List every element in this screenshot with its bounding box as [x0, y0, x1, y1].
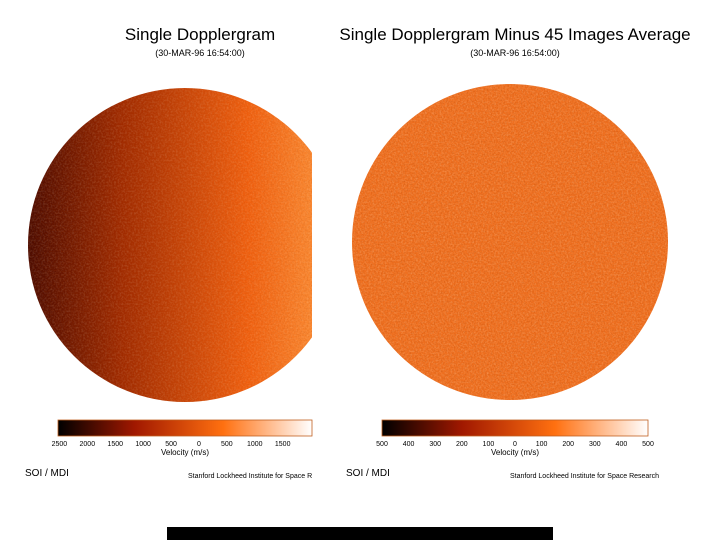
colorbar-tick-label: 1500	[275, 441, 291, 448]
colorbar-tick-label: 300	[589, 441, 601, 448]
panel-title: Single Dopplergram	[125, 25, 275, 44]
colorbar-tick-label: 200	[456, 441, 468, 448]
colorbar-tick-label: 0	[197, 441, 201, 448]
colorbar-tick-label: 1000	[135, 441, 151, 448]
colorbar-tick-label: 1500	[107, 441, 123, 448]
colorbar-tick-label: 500	[221, 441, 233, 448]
colorbar	[57, 419, 313, 437]
credit: SOI / MDI	[346, 468, 390, 479]
credit: Stanford Lockheed Institute for Space Re…	[510, 473, 659, 480]
colorbar	[381, 419, 649, 437]
panel-date: (30-MAR-96 16:54:00)	[470, 48, 560, 58]
credit: Stanford Lockheed Institute for Space Re…	[188, 473, 337, 480]
colorbar-ticks: 2500 2000 1500 1000 500 0 500 1000 1500	[52, 441, 291, 448]
colorbar-tick-label: 500	[642, 441, 654, 448]
panel-title: Single Dopplergram Minus 45 Images Avera…	[339, 25, 690, 44]
colorbar-label: Velocity (m/s)	[491, 448, 539, 457]
dopplergram-image	[28, 88, 312, 402]
colorbar-tick-label: 300	[429, 441, 441, 448]
panel-date: (30-MAR-96 16:54:00)	[155, 48, 245, 58]
colorbar-tick-label: 500	[376, 441, 388, 448]
colorbar-label: Velocity (m/s)	[161, 448, 209, 457]
residual-image	[352, 84, 668, 400]
colorbar-tick-label: 100	[483, 441, 495, 448]
credit: SOI / MDI	[25, 468, 69, 479]
colorbar-ticks: 500 400 300 200 100 0 100 200 300 400 500	[376, 441, 654, 448]
colorbar-tick-label: 100	[536, 441, 548, 448]
colorbar-tick-label: 200	[562, 441, 574, 448]
colorbar-tick-label: 500	[165, 441, 177, 448]
colorbar-tick-label: 1000	[247, 441, 263, 448]
colorbar-tick-label: 0	[513, 441, 517, 448]
colorbar-tick-label: 400	[403, 441, 415, 448]
colorbar-tick-label: 2500	[52, 441, 68, 448]
black-bar	[167, 527, 553, 540]
colorbar-tick-label: 2000	[80, 441, 96, 448]
colorbar-tick-label: 400	[616, 441, 628, 448]
